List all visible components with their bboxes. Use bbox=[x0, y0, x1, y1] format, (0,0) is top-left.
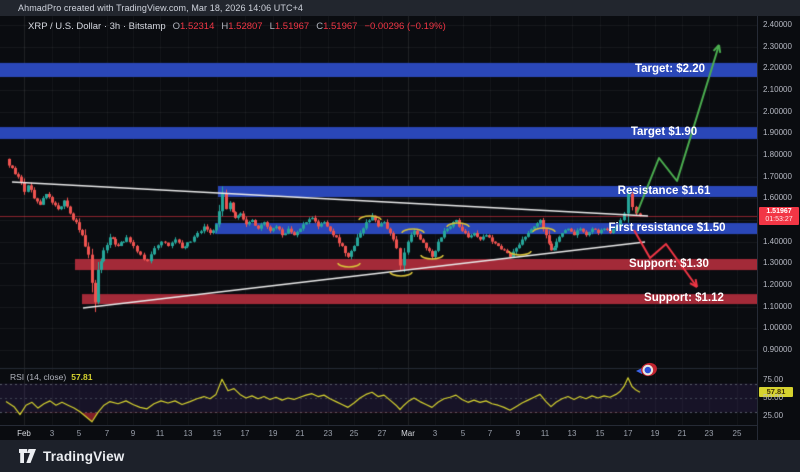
level-band-label-resistance[interactable]: Resistance $1.61 bbox=[617, 184, 711, 197]
ohlc-open-label: O bbox=[172, 21, 181, 32]
tradingview-logo-icon[interactable] bbox=[18, 448, 37, 464]
time-axis-label: 25 bbox=[349, 429, 359, 438]
price-change: −0.00296 (−0.19%) bbox=[364, 21, 446, 32]
time-axis-label: 11 bbox=[540, 429, 550, 438]
time-axis-label: 21 bbox=[677, 429, 687, 438]
time-axis-label: 13 bbox=[567, 429, 577, 438]
price-axis-label: 0.90000 bbox=[763, 345, 792, 354]
time-axis-label: 19 bbox=[650, 429, 660, 438]
price-axis-label: 1.70000 bbox=[763, 171, 792, 181]
level-band-label-resistance[interactable]: First resistance $1.50 bbox=[608, 221, 726, 234]
ohlc-low-label: L bbox=[269, 21, 275, 32]
price-axis-label: 1.00000 bbox=[763, 323, 792, 333]
level-band-label-support[interactable]: Support: $1.12 bbox=[644, 292, 724, 305]
price-axis-label: 1.80000 bbox=[763, 150, 792, 159]
ohlc-close-label: C bbox=[316, 21, 324, 32]
rsi-value-badge: 57.81 bbox=[759, 387, 793, 398]
price-axis-label: 1.30000 bbox=[763, 258, 792, 268]
time-axis-label: 11 bbox=[155, 429, 165, 438]
time-axis-label: 25 bbox=[732, 429, 742, 438]
sticker-tail-icon bbox=[636, 368, 642, 374]
price-axis-label: 2.00000 bbox=[763, 106, 792, 116]
level-band-label-target[interactable]: Target: $2.20 bbox=[634, 62, 706, 75]
rsi-axis-label: 25.00 bbox=[763, 411, 784, 420]
time-axis-label: 23 bbox=[323, 429, 333, 438]
price-axis-label: 1.10000 bbox=[763, 301, 792, 311]
price-axis-label: 2.10000 bbox=[763, 85, 792, 94]
price-axis-label: 1.40000 bbox=[763, 236, 792, 246]
rsi-axis-label: 50.00 bbox=[763, 393, 784, 402]
symbol-info-row: XRP / U.S. Dollar · 3h · Bitstamp O1.5231… bbox=[28, 21, 446, 32]
price-chart-canvas[interactable] bbox=[0, 16, 757, 425]
time-axis-label: 7 bbox=[104, 429, 110, 438]
price-axis-label: 2.40000 bbox=[763, 20, 792, 29]
time-axis-label: 15 bbox=[212, 429, 222, 438]
time-axis-label: 17 bbox=[240, 429, 250, 438]
ohlc-low-value: 1.51967 bbox=[274, 21, 310, 32]
price-axis[interactable]: 1.51967 01:53:27 57.81 2.40000 2.30000 2.2… bbox=[757, 16, 800, 440]
rsi-value: 57.81 bbox=[71, 372, 93, 382]
price-axis-label: 2.30000 bbox=[763, 41, 792, 51]
ohlc-close-value: 1.51967 bbox=[323, 21, 358, 32]
footer-bar: TradingView bbox=[0, 440, 800, 472]
time-axis-label: 23 bbox=[704, 429, 714, 438]
ohlc-open-value: 1.52314 bbox=[180, 21, 215, 32]
price-axis-label: 1.90000 bbox=[763, 128, 792, 138]
time-axis-label: 5 bbox=[76, 429, 82, 438]
attribution-text: AhmadPro created with TradingView.com, M… bbox=[18, 3, 304, 13]
price-axis-label: 1.60000 bbox=[763, 193, 792, 203]
rsi-label-row: RSI (14, close) 57.81 bbox=[10, 372, 93, 382]
time-axis-label: Feb bbox=[17, 429, 31, 438]
time-axis-label: 3 bbox=[49, 429, 55, 438]
price-axis-label: 2.20000 bbox=[763, 63, 792, 73]
time-axis-label: 9 bbox=[130, 429, 136, 438]
last-price-badge: 1.51967 01:53:27 bbox=[759, 206, 799, 225]
time-axis-label: 21 bbox=[295, 429, 305, 438]
ohlc-high-value: 1.52807 bbox=[228, 21, 263, 32]
ohlc-high-label: H bbox=[221, 21, 229, 32]
chart-area: XRP / U.S. Dollar · 3h · Bitstamp O1.5231… bbox=[0, 16, 800, 440]
time-axis-label: 13 bbox=[183, 429, 193, 438]
sticker-icon[interactable] bbox=[636, 361, 659, 379]
time-axis-label: 9 bbox=[515, 429, 521, 438]
time-axis-label: 7 bbox=[487, 429, 493, 438]
rsi-indicator-label[interactable]: RSI (14, close) bbox=[10, 372, 67, 382]
sticker-disc-icon bbox=[639, 361, 659, 378]
last-price-value: 1.51967 bbox=[766, 207, 792, 215]
time-axis-label: 27 bbox=[377, 429, 387, 438]
time-axis[interactable]: Feb 3 5 7 9 11 13 15 17 19 21 23 25 27 Mar 3 5 7 9 11 13 15 17… bbox=[0, 425, 757, 441]
time-axis-label: 15 bbox=[595, 429, 605, 438]
bar-countdown: 01:53:27 bbox=[765, 215, 793, 223]
time-axis-label: 17 bbox=[623, 429, 633, 438]
level-band-label-support[interactable]: Support: $1.30 bbox=[629, 257, 709, 270]
tradingview-brand[interactable]: TradingView bbox=[43, 448, 125, 464]
level-band-label-target[interactable]: Target $1.90 bbox=[630, 126, 698, 138]
price-axis-label: 1.20000 bbox=[763, 280, 792, 289]
time-axis-label: 19 bbox=[268, 429, 278, 438]
symbol-title[interactable]: XRP / U.S. Dollar · 3h · Bitstamp bbox=[28, 21, 166, 32]
time-axis-label: Mar bbox=[401, 429, 415, 438]
time-axis-label: 5 bbox=[460, 429, 466, 438]
rsi-axis-label: 75.00 bbox=[763, 375, 784, 384]
time-axis-label: 3 bbox=[432, 429, 438, 438]
attribution-bar: AhmadPro created with TradingView.com, M… bbox=[0, 0, 800, 16]
